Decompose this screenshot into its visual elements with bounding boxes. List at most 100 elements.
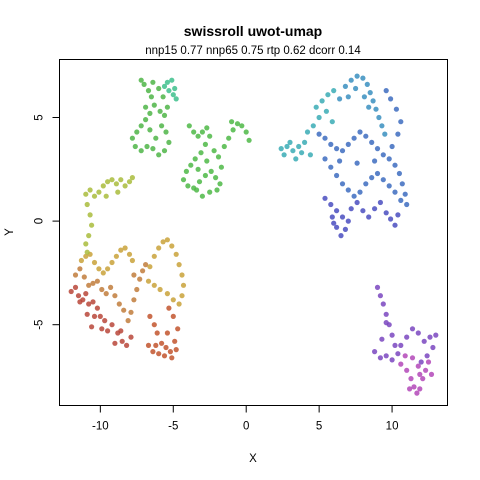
data-point <box>322 156 328 162</box>
data-point <box>156 351 162 357</box>
data-point <box>186 123 192 129</box>
y-tick-label: -5 <box>34 320 46 330</box>
x-axis: -10 -5 0 5 10 <box>92 405 399 433</box>
data-point <box>395 351 401 357</box>
data-point <box>103 291 109 297</box>
x-tick-label: 10 <box>386 421 399 433</box>
data-point <box>72 272 79 278</box>
data-point <box>96 266 102 272</box>
data-point <box>302 139 308 145</box>
data-point <box>147 127 153 133</box>
data-point <box>91 259 98 266</box>
data-point <box>86 233 92 239</box>
data-point <box>100 183 106 189</box>
data-point <box>126 179 133 185</box>
data-point <box>113 181 119 187</box>
data-point <box>310 123 316 129</box>
data-point <box>112 293 118 299</box>
data-point <box>118 328 124 334</box>
data-point <box>398 197 404 203</box>
data-point <box>151 102 157 108</box>
data-point <box>388 96 394 102</box>
data-point <box>342 226 348 232</box>
data-point <box>86 301 92 307</box>
data-point <box>150 146 156 152</box>
x-tick-label: 0 <box>243 421 249 433</box>
data-point <box>328 201 334 208</box>
data-point <box>145 278 152 284</box>
data-point <box>183 168 189 174</box>
data-point <box>153 135 159 141</box>
data-point <box>124 342 130 348</box>
data-point <box>380 152 386 158</box>
data-point <box>329 119 335 125</box>
data-point <box>100 270 106 276</box>
data-point <box>313 104 319 110</box>
data-point <box>109 322 115 328</box>
data-point <box>161 148 168 154</box>
data-point <box>428 371 435 377</box>
data-point <box>99 326 105 332</box>
data-point <box>129 175 135 181</box>
data-point <box>331 88 337 94</box>
data-point <box>377 355 383 361</box>
data-point <box>207 189 213 195</box>
data-point <box>380 177 386 183</box>
data-point <box>204 125 210 131</box>
data-point <box>360 208 366 214</box>
data-point <box>389 143 395 150</box>
data-point <box>379 336 385 342</box>
data-point <box>141 81 147 87</box>
data-point <box>156 85 162 92</box>
data-point <box>217 181 223 187</box>
data-point <box>407 386 413 392</box>
data-point <box>105 266 111 272</box>
data-point <box>198 150 204 156</box>
data-point <box>129 257 135 264</box>
data-point <box>161 112 168 118</box>
data-point <box>345 218 351 224</box>
data-point <box>138 123 144 129</box>
data-point <box>195 166 201 172</box>
data-point <box>122 245 128 251</box>
data-point <box>199 193 205 199</box>
data-point <box>293 156 299 162</box>
data-point <box>386 156 392 162</box>
data-point <box>132 143 138 150</box>
data-point <box>166 305 172 311</box>
data-point <box>366 214 372 220</box>
x-tick-label: -5 <box>168 421 178 433</box>
data-point <box>143 117 149 123</box>
data-point <box>377 199 383 206</box>
data-point <box>345 94 351 100</box>
data-point <box>89 222 95 228</box>
data-point <box>147 264 153 270</box>
data-point <box>156 245 162 251</box>
points-layer <box>68 73 439 396</box>
data-point <box>166 139 172 145</box>
data-point <box>221 143 227 150</box>
data-point <box>325 92 331 98</box>
data-point <box>170 313 176 319</box>
data-point <box>86 282 92 288</box>
data-point <box>425 359 432 365</box>
data-point <box>94 278 100 284</box>
data-point <box>91 313 98 319</box>
chart-subtitle: nnp15 0.77 nnp65 0.75 rtp 0.62 dcorr 0.1… <box>145 45 361 57</box>
x-tick-label: 5 <box>316 421 322 433</box>
data-point <box>373 106 379 112</box>
data-point <box>363 181 369 187</box>
data-point <box>175 326 181 332</box>
data-point <box>196 179 203 185</box>
data-point <box>109 259 115 266</box>
data-point <box>105 179 111 185</box>
data-point <box>125 318 131 324</box>
data-point <box>169 355 175 361</box>
data-point <box>134 286 140 293</box>
data-point <box>338 233 344 239</box>
data-point <box>357 129 363 135</box>
data-point <box>354 199 360 206</box>
data-point <box>150 349 156 355</box>
data-point <box>383 210 389 216</box>
data-point <box>418 359 424 365</box>
